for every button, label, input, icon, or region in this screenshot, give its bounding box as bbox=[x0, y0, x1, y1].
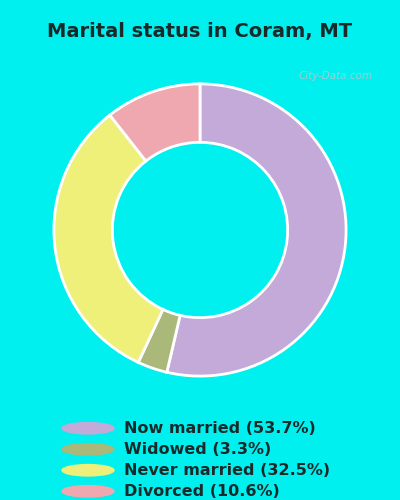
Wedge shape bbox=[54, 115, 163, 362]
Circle shape bbox=[62, 422, 114, 434]
Text: Marital status in Coram, MT: Marital status in Coram, MT bbox=[48, 22, 352, 42]
Text: City-Data.com: City-Data.com bbox=[299, 70, 373, 81]
Text: Now married (53.7%): Now married (53.7%) bbox=[124, 421, 316, 436]
Circle shape bbox=[62, 444, 114, 455]
Text: Widowed (3.3%): Widowed (3.3%) bbox=[124, 442, 271, 457]
Wedge shape bbox=[110, 84, 200, 161]
Text: Divorced (10.6%): Divorced (10.6%) bbox=[124, 484, 280, 499]
Wedge shape bbox=[138, 310, 180, 372]
Wedge shape bbox=[167, 84, 346, 376]
Circle shape bbox=[62, 464, 114, 476]
Circle shape bbox=[62, 486, 114, 497]
Text: Never married (32.5%): Never married (32.5%) bbox=[124, 463, 330, 478]
